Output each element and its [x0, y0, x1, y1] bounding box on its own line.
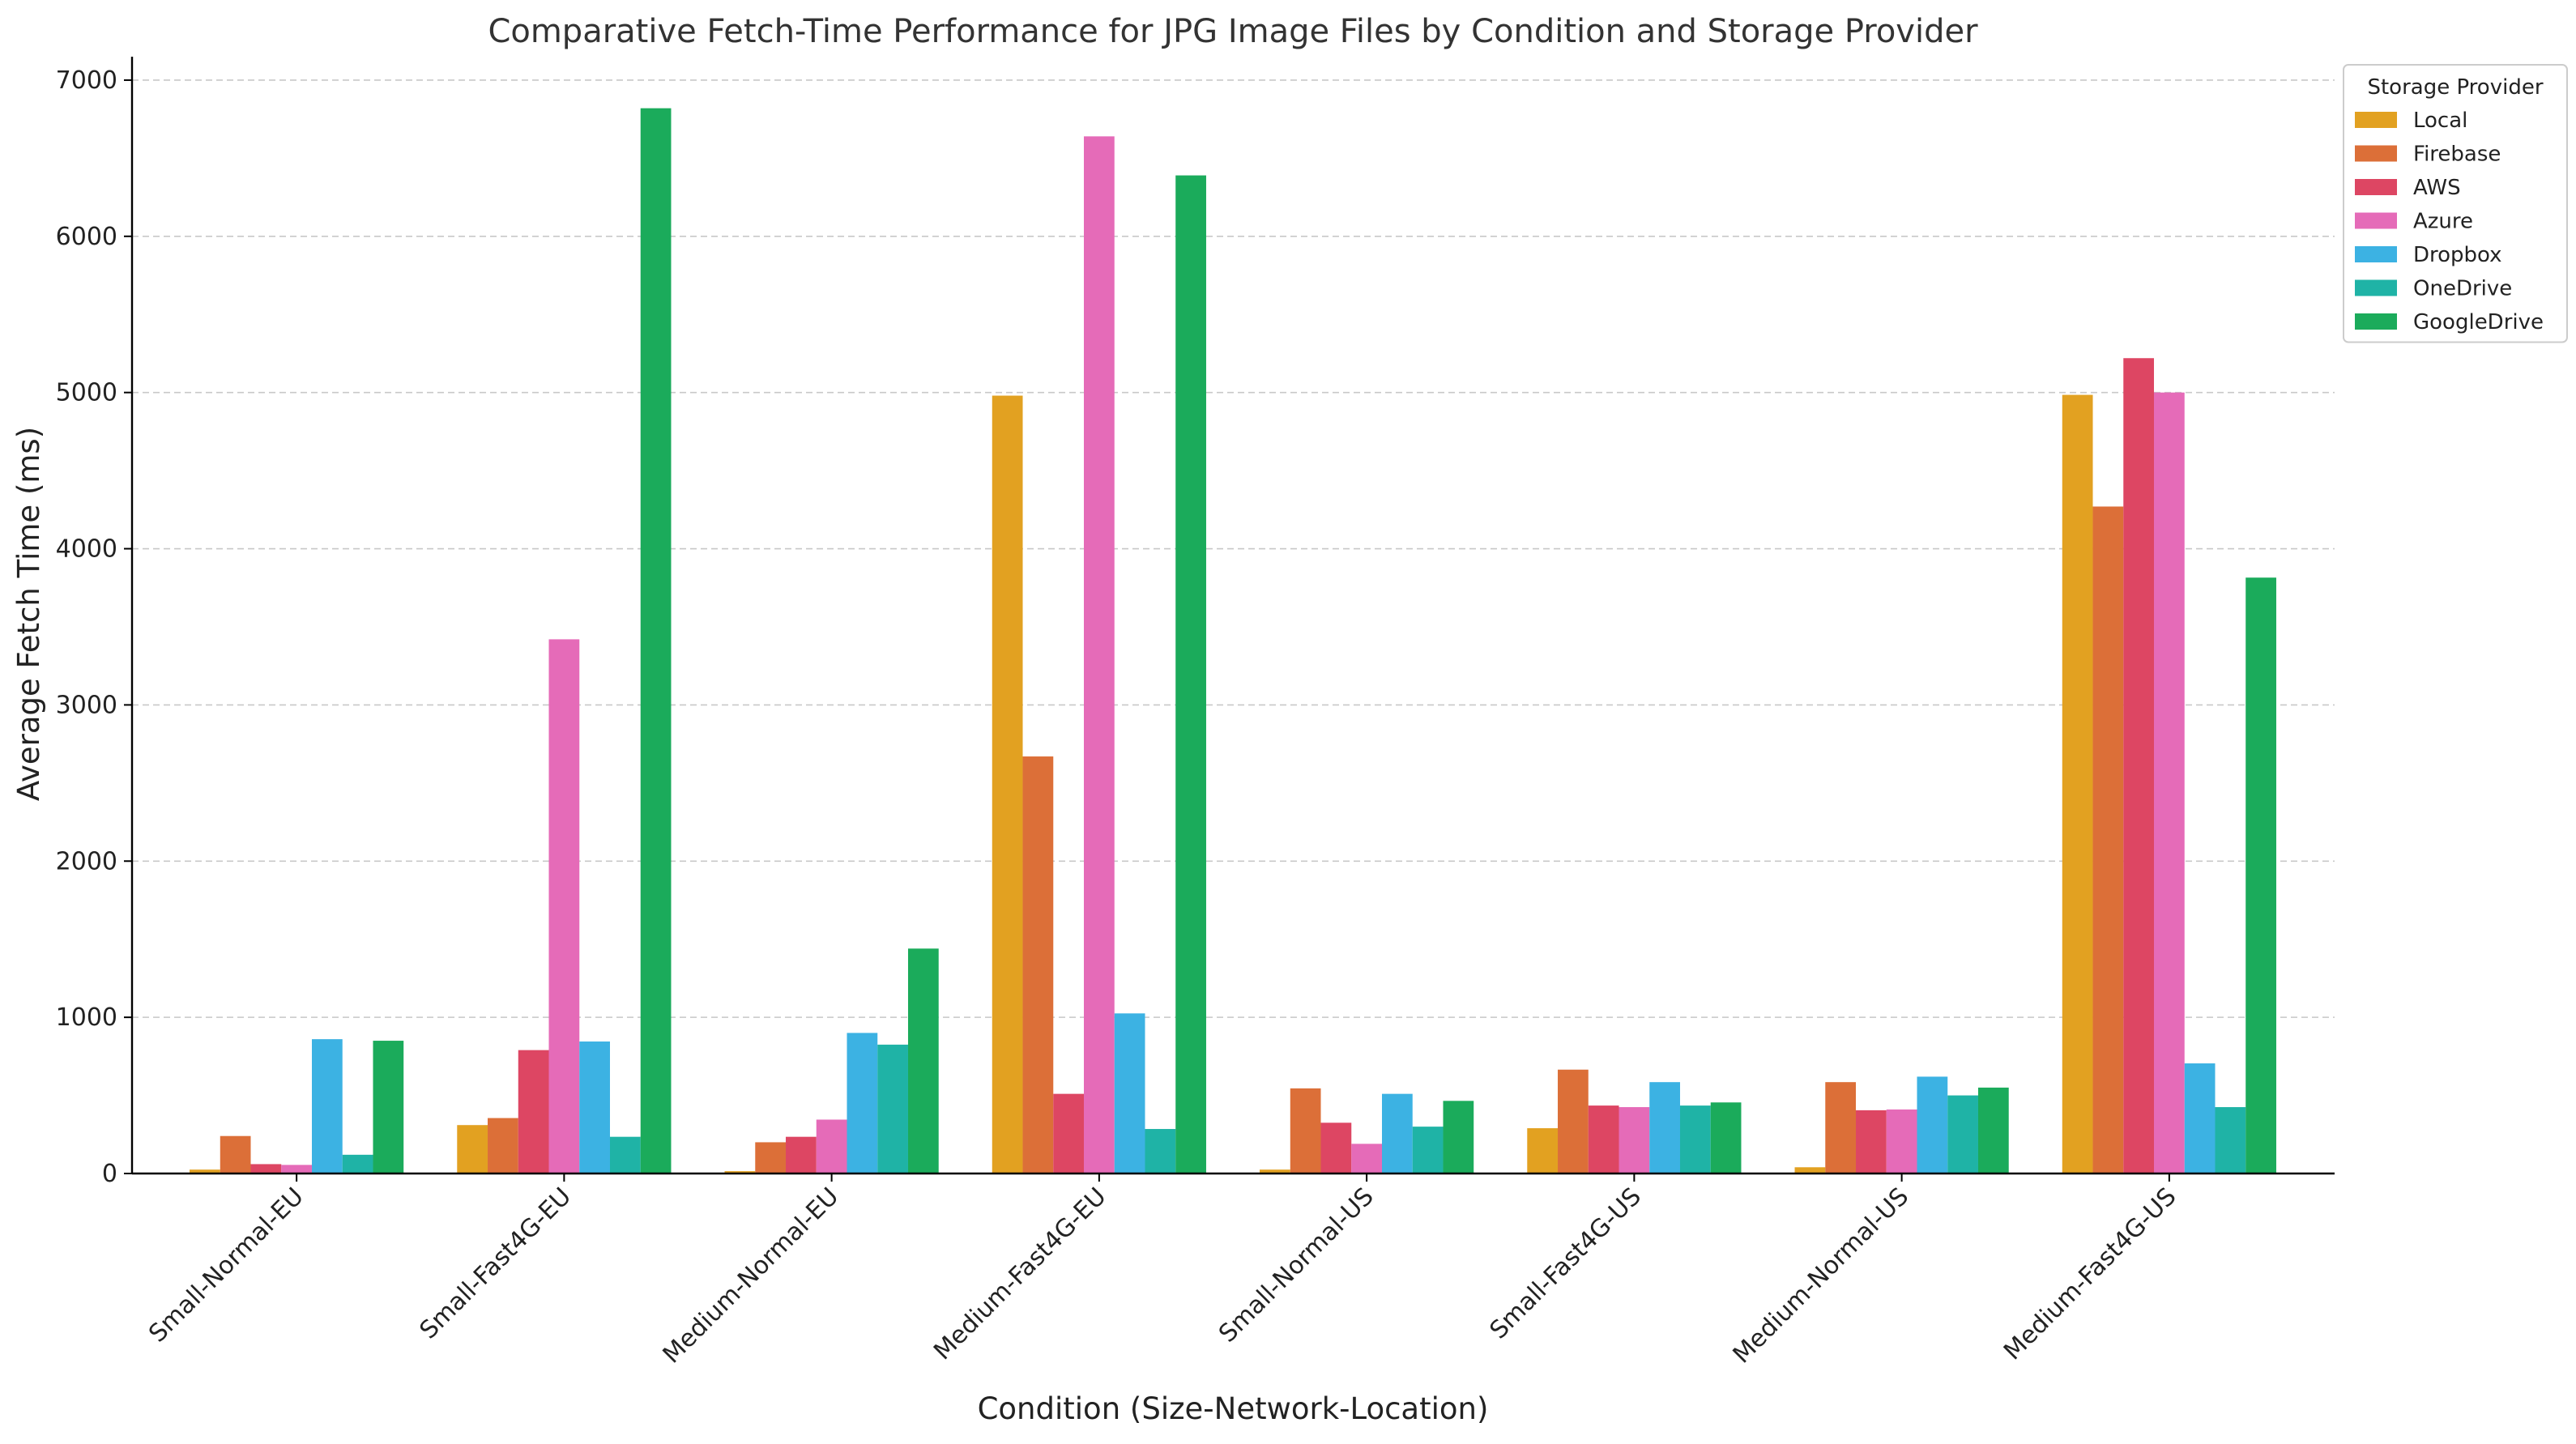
- legend-label-dropbox: Dropbox: [2413, 243, 2502, 267]
- legend-label-googledrive: GoogleDrive: [2413, 310, 2544, 334]
- gridlines: [132, 79, 2335, 1018]
- bar-onedrive-medium-normal-eu: [877, 1044, 908, 1174]
- bar-azure-medium-fast4g-us: [2154, 392, 2185, 1174]
- legend-label-local: Local: [2413, 109, 2467, 133]
- chart-title: Comparative Fetch-Time Performance for J…: [488, 13, 1978, 50]
- bar-googledrive-small-normal-eu: [373, 1041, 404, 1174]
- bar-aws-medium-normal-eu: [786, 1136, 817, 1174]
- x-tick-label: Small-Normal-EU: [143, 1182, 309, 1348]
- legend-label-azure: Azure: [2413, 210, 2473, 234]
- bar-azure-small-fast4g-eu: [548, 639, 580, 1174]
- legend-swatch-azure: [2355, 212, 2397, 229]
- x-tick-label: Small-Fast4G-EU: [415, 1182, 577, 1344]
- bar-local-medium-fast4g-us: [2062, 394, 2093, 1174]
- bar-firebase-medium-fast4g-us: [2092, 506, 2124, 1174]
- bar-aws-small-normal-us: [1320, 1122, 1352, 1174]
- legend-swatch-local: [2355, 112, 2397, 128]
- bar-azure-small-normal-us: [1351, 1144, 1382, 1174]
- y-tick-label: 6000: [56, 223, 117, 251]
- bar-azure-medium-normal-eu: [816, 1119, 847, 1174]
- x-tick-label: Medium-Normal-US: [1728, 1182, 1915, 1369]
- x-tick-label: Small-Normal-US: [1213, 1182, 1380, 1348]
- bar-dropbox-medium-normal-eu: [847, 1033, 878, 1174]
- bar-dropbox-medium-fast4g-us: [2184, 1063, 2216, 1174]
- bar-local-medium-fast4g-eu: [992, 395, 1023, 1174]
- bar-local-medium-normal-eu: [724, 1171, 756, 1174]
- legend-swatch-firebase: [2355, 145, 2397, 162]
- bar-dropbox-medium-fast4g-eu: [1114, 1013, 1145, 1174]
- legend-swatch-dropbox: [2355, 246, 2397, 262]
- bar-local-small-normal-us: [1260, 1169, 1290, 1174]
- bar-googledrive-small-normal-us: [1443, 1101, 1474, 1174]
- legend-label-onedrive: OneDrive: [2413, 277, 2512, 301]
- bar-local-small-fast4g-eu: [457, 1125, 488, 1174]
- bar-googledrive-medium-fast4g-eu: [1175, 175, 1206, 1174]
- legend-label-firebase: Firebase: [2413, 143, 2501, 167]
- bar-firebase-small-normal-eu: [220, 1135, 251, 1174]
- bar-onedrive-medium-fast4g-us: [2215, 1107, 2246, 1174]
- x-tick-label: Small-Fast4G-US: [1485, 1182, 1648, 1345]
- y-axis-label: Average Fetch Time (ms): [11, 427, 46, 801]
- bar-onedrive-small-fast4g-eu: [609, 1136, 641, 1174]
- y-tick-label: 2000: [56, 847, 117, 875]
- bar-onedrive-small-normal-us: [1412, 1127, 1444, 1174]
- bar-onedrive-small-normal-eu: [342, 1154, 373, 1174]
- bar-onedrive-medium-fast4g-eu: [1145, 1129, 1176, 1174]
- legend-box: [2343, 64, 2568, 343]
- legend-swatch-googledrive: [2355, 313, 2397, 330]
- x-tick-label: Medium-Normal-EU: [658, 1182, 845, 1369]
- bars: [190, 108, 2276, 1174]
- x-tick-label: Medium-Fast4G-EU: [928, 1182, 1111, 1365]
- bar-azure-small-fast4g-us: [1619, 1107, 1650, 1174]
- bar-aws-small-fast4g-us: [1588, 1105, 1619, 1174]
- bar-dropbox-small-normal-eu: [311, 1039, 343, 1174]
- bar-googledrive-small-fast4g-eu: [640, 108, 672, 1174]
- bar-dropbox-small-normal-us: [1381, 1093, 1413, 1174]
- bar-firebase-small-normal-us: [1290, 1088, 1321, 1174]
- bar-azure-medium-normal-us: [1886, 1109, 1917, 1174]
- bar-aws-medium-fast4g-us: [2123, 358, 2155, 1174]
- bar-firebase-medium-normal-eu: [755, 1142, 787, 1174]
- bar-dropbox-small-fast4g-eu: [579, 1041, 610, 1174]
- bar-googledrive-medium-normal-eu: [907, 948, 939, 1174]
- legend-label-aws: AWS: [2413, 176, 2461, 200]
- legend: Storage Provider Local Firebase AWS Azure Dro…: [2343, 64, 2568, 343]
- bar-onedrive-medium-normal-us: [1947, 1095, 1978, 1174]
- bar-aws-small-normal-eu: [250, 1164, 282, 1174]
- bar-googledrive-small-fast4g-us: [1710, 1102, 1742, 1174]
- bar-firebase-small-fast4g-eu: [488, 1118, 518, 1174]
- bar-local-medium-normal-us: [1794, 1167, 1826, 1174]
- y-tick-label: 5000: [56, 379, 117, 407]
- bar-googledrive-medium-fast4g-us: [2245, 577, 2276, 1174]
- bar-aws-small-fast4g-eu: [518, 1050, 549, 1174]
- legend-title: Storage Provider: [2367, 75, 2543, 100]
- legend-swatch-onedrive: [2355, 279, 2397, 296]
- y-tick-label: 4000: [56, 535, 117, 564]
- bar-azure-medium-fast4g-eu: [1084, 136, 1115, 1174]
- bar-aws-medium-normal-us: [1856, 1110, 1887, 1174]
- bar-azure-small-normal-eu: [281, 1165, 312, 1174]
- bar-googledrive-medium-normal-us: [1977, 1087, 2009, 1174]
- y-tick-label: 0: [102, 1160, 117, 1188]
- bar-local-small-fast4g-us: [1527, 1128, 1559, 1174]
- y-tick-label: 7000: [56, 66, 117, 95]
- y-tick-label: 1000: [56, 1003, 117, 1032]
- bar-firebase-small-fast4g-us: [1558, 1069, 1589, 1174]
- bar-dropbox-small-fast4g-us: [1649, 1082, 1680, 1174]
- bar-local-small-normal-eu: [190, 1169, 220, 1174]
- x-axis-label: Condition (Size-Network-Location): [978, 1391, 1489, 1426]
- bar-firebase-medium-fast4g-eu: [1022, 756, 1054, 1174]
- bar-aws-medium-fast4g-eu: [1053, 1093, 1085, 1174]
- bar-dropbox-medium-normal-us: [1917, 1076, 1948, 1174]
- x-tick-label: Medium-Fast4G-US: [1998, 1182, 2181, 1365]
- y-tick-label: 3000: [56, 691, 117, 719]
- bar-onedrive-small-fast4g-us: [1679, 1105, 1711, 1174]
- bar-firebase-medium-normal-us: [1825, 1082, 1857, 1174]
- legend-swatch-aws: [2355, 179, 2397, 195]
